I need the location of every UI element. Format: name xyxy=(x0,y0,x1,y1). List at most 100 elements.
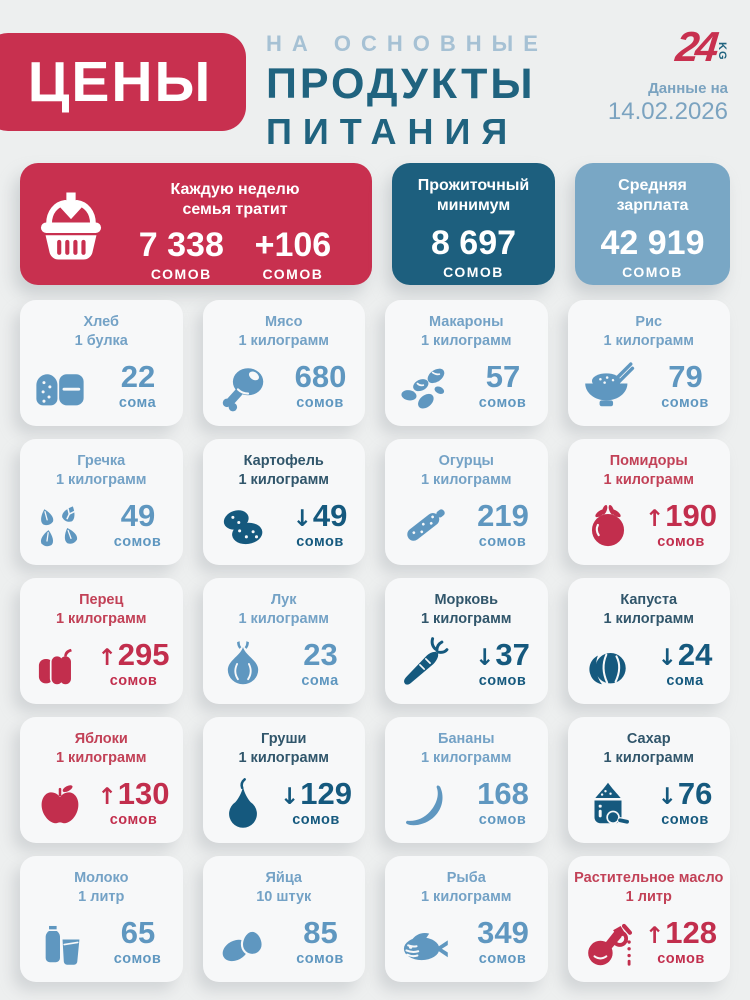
apple-icon xyxy=(33,776,87,830)
product-card-meat: Мясо 1 килограмм 680 сомов xyxy=(202,300,365,426)
product-name: Сахар xyxy=(626,731,671,747)
price-unit: сомов xyxy=(109,811,158,828)
price-unit: сомов xyxy=(657,533,705,550)
product-name: Рис xyxy=(635,314,663,330)
product-card-eggs: Яйца 10 штук 85 сомов xyxy=(202,856,365,982)
date-label: Данные на xyxy=(648,80,728,97)
product-price: 79 сомов xyxy=(653,361,717,411)
basket-icon xyxy=(34,189,108,263)
product-quantity: 1 килограмм xyxy=(603,749,695,766)
product-quantity: 1 килограмм xyxy=(238,471,330,488)
fish-icon xyxy=(398,915,452,969)
trend-arrow: ↑ xyxy=(97,644,117,671)
product-name: Морковь xyxy=(434,592,499,608)
trend-arrow: ↓ xyxy=(657,644,677,671)
product-quantity: 1 килограмм xyxy=(55,610,147,627)
product-price: ↑190 сомов xyxy=(645,497,717,550)
title-badge: ЦЕНЫ xyxy=(0,33,246,131)
milk-icon xyxy=(33,915,87,969)
rice-icon xyxy=(581,359,635,413)
product-name: Картофель xyxy=(243,453,324,469)
average-salary-card: Средняя зарплата 42 919 СОМОВ xyxy=(575,163,730,285)
trend-arrow: ↑ xyxy=(645,505,665,532)
average-salary-value: 42 919 xyxy=(600,224,705,262)
product-card-cucumber: Огурцы 1 килограмм 219 сомов xyxy=(385,439,548,565)
product-card-banana: Бананы 1 килограмм 168 сомов xyxy=(385,717,548,843)
weekly-spend-title: Каждую неделю семья тратит xyxy=(170,180,300,218)
product-quantity: 1 килограмм xyxy=(603,610,695,627)
product-quantity: 1 литр xyxy=(625,888,672,905)
product-card-sugar: Сахар 1 килограмм ↓76 сомов xyxy=(567,717,730,843)
price-unit: сомов xyxy=(296,533,344,550)
product-price: ↑128 сомов xyxy=(645,914,717,967)
product-card-cabbage: Капуста 1 килограмм ↓24 сома xyxy=(567,578,730,704)
product-name: Бананы xyxy=(438,731,495,747)
product-price: 49 сомов xyxy=(106,500,170,550)
weekly-spend-delta: +106 СОМОВ xyxy=(254,225,332,282)
logo-24kg-icon: 24 KG xyxy=(673,23,728,70)
price-unit: сомов xyxy=(296,950,344,967)
pear-icon xyxy=(216,776,270,830)
product-name: Помидоры xyxy=(609,453,688,469)
product-quantity: 1 килограмм xyxy=(420,610,512,627)
price-unit: сомов xyxy=(661,394,709,411)
product-quantity: 1 килограмм xyxy=(420,749,512,766)
product-quantity: 1 литр xyxy=(78,888,125,905)
weekly-spend-value: 7 338 СОМОВ xyxy=(138,225,224,282)
price-unit: сомов xyxy=(478,394,527,411)
data-date: Данные на 14.02.2026 xyxy=(608,80,728,126)
product-card-apple: Яблоки 1 килограмм ↑130 сомов xyxy=(20,717,183,843)
product-name: Огурцы xyxy=(438,453,494,469)
tomato-icon xyxy=(581,498,635,552)
price-unit: сомов xyxy=(478,533,527,550)
product-name: Растительное масло xyxy=(574,870,724,886)
product-name: Хлеб xyxy=(83,314,120,330)
living-minimum-value: 8 697 xyxy=(430,224,517,262)
date-value: 14.02.2026 xyxy=(607,98,728,125)
product-quantity: 1 булка xyxy=(74,332,128,349)
product-card-pear: Груши 1 килограмм ↓129 сомов xyxy=(202,717,365,843)
sugar-icon xyxy=(581,776,635,830)
product-card-pepper: Перец 1 килограмм ↑295 сомов xyxy=(20,578,183,704)
carrot-icon xyxy=(398,636,452,691)
product-price: ↓129 сомов xyxy=(280,775,352,828)
product-card-rice: Рис 1 килограмм 79 сомов xyxy=(567,300,730,426)
price-unit: сомов xyxy=(113,533,162,550)
living-minimum-title: Прожиточный минимум xyxy=(417,177,530,214)
price-unit: сома xyxy=(666,672,704,689)
price-unit: сома xyxy=(118,394,157,411)
product-price: 85 сомов xyxy=(288,917,352,967)
product-card-buckwheat: Гречка 1 килограмм 49 сомов xyxy=(20,439,183,565)
product-name: Мясо xyxy=(265,314,303,330)
pepper-icon xyxy=(33,637,87,691)
product-card-pasta: Макароны 1 килограмм 57 сомов xyxy=(385,300,548,426)
product-quantity: 1 килограмм xyxy=(420,332,512,349)
product-price: ↑295 сомов xyxy=(97,636,170,689)
product-quantity: 1 килограмм xyxy=(55,749,147,766)
price-unit: сома xyxy=(301,672,339,689)
price-unit: сомов xyxy=(478,672,527,689)
price-unit: сомов xyxy=(661,811,709,828)
summary-row: Каждую неделю семья тратит 7 338 СОМОВ +1… xyxy=(20,163,730,285)
trend-arrow: ↓ xyxy=(475,644,495,671)
product-card-potato: Картофель 1 килограмм ↓49 сомов xyxy=(202,439,365,565)
subtitle-top: НА ОСНОВНЫЕ xyxy=(266,31,548,56)
trend-arrow: ↑ xyxy=(97,783,117,810)
product-quantity: 1 килограмм xyxy=(603,332,695,349)
product-name: Яйца xyxy=(265,870,303,886)
product-price: ↑130 сомов xyxy=(97,775,170,828)
product-quantity: 1 килограмм xyxy=(420,888,512,905)
product-quantity: 1 килограмм xyxy=(420,471,512,488)
product-card-oil: Растительное масло 1 литр ↑128 сомов xyxy=(567,856,730,982)
oil-icon xyxy=(581,915,635,969)
price-unit: сомов xyxy=(657,950,705,967)
meat-icon xyxy=(216,359,270,413)
price-unit: сомов xyxy=(113,950,162,967)
product-quantity: 1 килограмм xyxy=(603,471,695,488)
product-price: ↓49 сомов xyxy=(288,500,352,550)
product-name: Рыба xyxy=(446,870,486,886)
subtitle-bottom: ПИТАНИЯ xyxy=(266,111,519,152)
product-name: Макароны xyxy=(429,314,504,330)
bread-icon xyxy=(33,359,87,413)
product-name: Груши xyxy=(261,731,307,747)
